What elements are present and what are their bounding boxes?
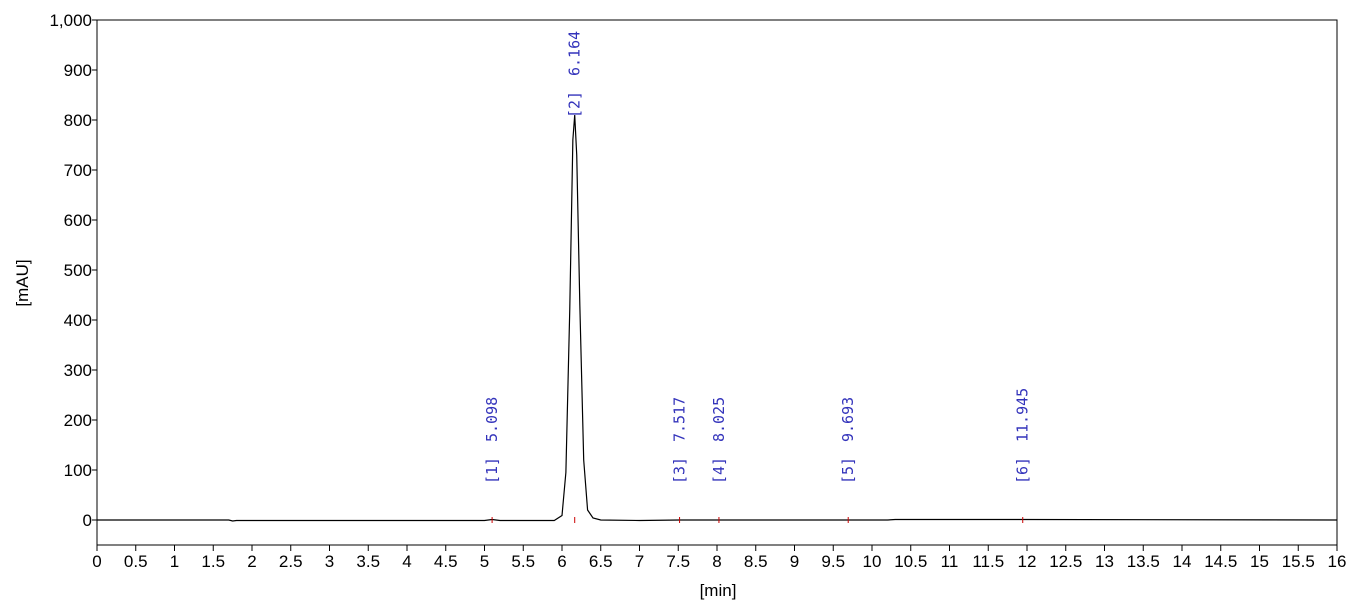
x-tick-label: 2 [247,552,256,571]
x-tick-label: 9.5 [821,552,845,571]
x-tick-label: 8.5 [744,552,768,571]
x-tick-label: 11.5 [972,552,1004,571]
y-tick-label: 700 [64,161,92,180]
x-tick-label: 15.5 [1282,552,1315,571]
x-tick-label: 8 [712,552,721,571]
x-tick-label: 4 [402,552,411,571]
x-tick-label: 6 [557,552,566,571]
x-tick-label: 4.5 [434,552,458,571]
peak-time-label: 5.098 [483,397,501,442]
peak-time-label: 11.945 [1014,388,1032,442]
x-tick-label: 7 [635,552,644,571]
x-tick-label: 1 [170,552,179,571]
x-tick-label: 12 [1018,552,1037,571]
peak-index-label: [3] [671,457,689,484]
trace-line [97,114,1338,522]
x-axis-label: [min] [700,581,737,600]
x-tick-label: 1.5 [201,552,225,571]
y-tick-label: 200 [64,411,92,430]
x-tick-label: 13 [1095,552,1114,571]
x-tick-label: 7.5 [666,552,690,571]
y-tick-label: 300 [64,361,92,380]
peak-time-label: 7.517 [671,397,689,442]
y-tick-label: 600 [64,211,92,230]
y-tick-label: 100 [64,461,92,480]
x-tick-label: 3 [325,552,334,571]
x-tick-label: 10 [863,552,882,571]
x-tick-label: 14.5 [1204,552,1237,571]
x-tick-label: 5.5 [511,552,535,571]
peak-index-label: [6] [1014,457,1032,484]
peak-index-label: [1] [483,457,501,484]
x-tick-label: 0.5 [124,552,148,571]
peak-time-label: 9.693 [839,397,857,442]
y-tick-label: 400 [64,311,92,330]
x-tick-label: 15 [1250,552,1269,571]
y-tick-label: 1,000 [49,11,92,30]
x-tick-label: 0 [92,552,101,571]
x-tick-label: 12.5 [1049,552,1082,571]
x-tick-label: 16 [1328,552,1347,571]
x-tick-label: 6.5 [589,552,613,571]
y-tick-label: 900 [64,61,92,80]
x-tick-label: 2.5 [279,552,303,571]
peak-time-label: 8.025 [710,397,728,442]
peak-index-label: [4] [710,457,728,484]
x-tick-label: 3.5 [356,552,380,571]
x-tick-label: 14 [1173,552,1192,571]
y-tick-label: 0 [83,511,92,530]
x-tick-label: 11 [941,552,959,571]
peak-time-label: 6.164 [566,31,584,76]
x-tick-label: 9 [790,552,799,571]
x-tick-label: 13.5 [1127,552,1160,571]
peak-index-label: [5] [839,457,857,484]
x-tick-label: 10.5 [894,552,927,571]
peak-index-label: [2] [566,91,584,118]
y-tick-label: 800 [64,111,92,130]
y-axis-label: [mAU] [13,259,32,306]
y-tick-label: 500 [64,261,92,280]
x-tick-label: 5 [480,552,489,571]
